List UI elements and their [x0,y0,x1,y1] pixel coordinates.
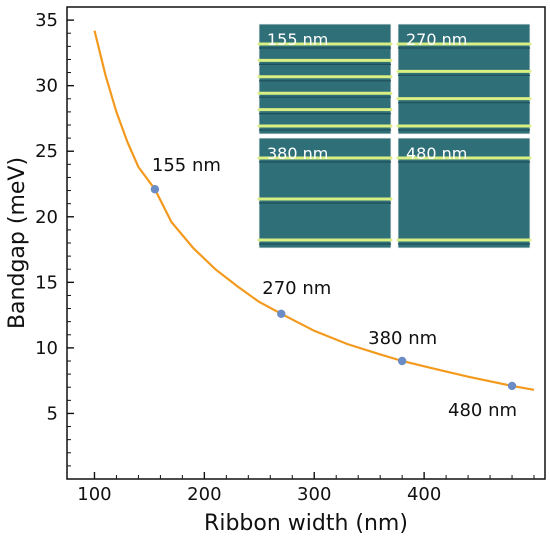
inset-background [398,138,530,248]
data-point-label: 480 nm [448,400,517,421]
data-point [277,309,286,318]
x-tick-label: 200 [187,484,221,505]
x-tick-label: 100 [77,484,111,505]
inset-frame [258,137,392,249]
y-tick-label: 30 [35,76,58,97]
data-point-label: 155 nm [152,155,221,176]
data-point-label: 380 nm [368,328,437,349]
data-point-labels: 155 nm 270 nm 380 nm 480 nm [152,155,517,421]
inset-images: 155 nm 270 nm 380 nm 480 nm [257,23,532,249]
inset-label: 380 nm [267,144,328,163]
inset-background [259,24,391,134]
inset-frame [258,23,392,135]
y-tick-label: 10 [35,338,58,359]
inset-panel: 380 nm [257,137,393,249]
x-axis-title: Ribbon width (nm) [204,511,408,536]
y-tick-label: 35 [35,10,58,31]
inset-label: 155 nm [267,30,328,49]
inset-frame [397,23,531,135]
data-point [150,185,160,194]
inset-panel: 155 nm [257,23,393,135]
bandgap-fit-curve [93,30,535,391]
y-tick-label: 15 [35,272,58,293]
inset-label: 270 nm [406,30,467,49]
y-axis-title: Bandgap (meV) [5,157,30,329]
x-tick-label: 300 [297,484,331,505]
inset-panel: 270 nm [396,23,532,135]
inset-frame [397,137,531,249]
y-tick-label: 5 [47,403,58,424]
inset-background [398,24,530,134]
data-point [507,381,517,391]
data-points [150,185,517,391]
x-tick-label: 400 [407,484,441,505]
data-point [397,356,407,366]
y-tick-label: 25 [35,141,58,162]
inset-label: 480 nm [406,144,467,163]
y-axis-ticks: 5 10 15 20 25 30 35 [35,10,74,467]
y-tick-label: 20 [35,207,58,228]
x-axis-ticks: 100 200 300 400 [77,472,535,505]
inset-panel: 480 nm [396,137,532,249]
data-point-label: 270 nm [262,278,331,299]
inset-background [259,138,391,248]
